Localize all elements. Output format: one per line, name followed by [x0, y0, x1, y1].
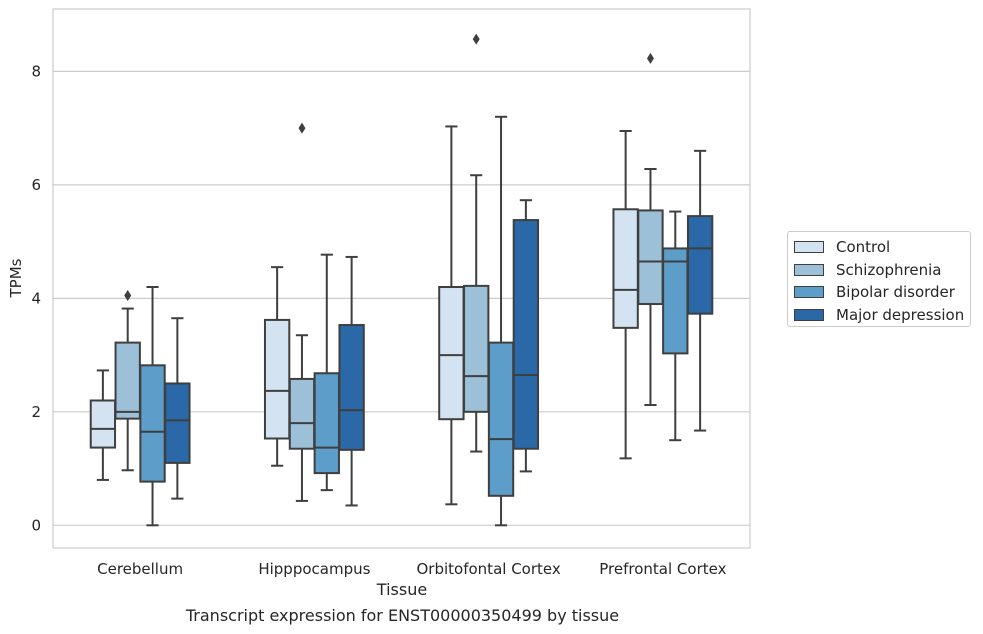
- legend-swatch-schizophrenia: [794, 263, 824, 276]
- box-body-hipppocampus-schizophrenia: [288, 377, 316, 450]
- legend-label-major-depression: Major depression: [836, 305, 965, 324]
- box-body-cerebellum-bipolar-disorder: [139, 364, 166, 483]
- box-hipppocampus-major-depression: [338, 255, 365, 507]
- plot-area-border: [52, 8, 751, 549]
- box-body-orbitofontal-cortex-schizophrenia: [463, 284, 490, 413]
- outlier-prefrontal-cortex-schizophrenia-0: [646, 52, 654, 64]
- box-series: [89, 33, 714, 527]
- y-tick-label-4: 4: [31, 289, 41, 307]
- outlier-cerebellum-schizophrenia-0: [124, 290, 132, 302]
- box-hipppocampus-schizophrenia: [288, 122, 316, 502]
- x-tick-labels: Cerebellum Hipppocampus Orbitofontal Corte…: [97, 560, 726, 578]
- legend-swatch-major-depression: [794, 308, 824, 321]
- box-prefrontal-cortex-schizophrenia: [637, 52, 664, 407]
- box-orbitofontal-cortex-schizophrenia: [463, 33, 490, 453]
- box-cerebellum-major-depression: [164, 317, 191, 500]
- box-body-cerebellum-schizophrenia: [114, 341, 141, 420]
- box-body-hipppocampus-major-depression: [338, 324, 365, 451]
- box-cerebellum-control: [89, 369, 117, 481]
- box-cerebellum-schizophrenia: [114, 290, 141, 472]
- y-tick-label-2: 2: [31, 403, 41, 421]
- box-body-orbitofontal-cortex-major-depression: [512, 219, 540, 450]
- box-orbitofontal-cortex-control: [438, 125, 465, 506]
- chart-caption: Transcript expression for ENST0000035049…: [185, 606, 620, 625]
- x-axis-label: Tissue: [376, 580, 427, 599]
- box-orbitofontal-cortex-bipolar-disorder: [487, 115, 515, 527]
- x-tick-label-cerebellum: Cerebellum: [97, 560, 183, 578]
- box-hipppocampus-bipolar-disorder: [313, 253, 340, 492]
- x-tick-label-orbitofontal-cortex: Orbitofontal Cortex: [417, 560, 561, 578]
- legend-item-major-depression: Major depression: [794, 304, 964, 327]
- legend-swatch-bipolar-disorder: [794, 286, 824, 299]
- legend-label-control: Control: [836, 238, 891, 257]
- box-prefrontal-cortex-control: [612, 129, 639, 460]
- x-tick-label-prefrontal-cortex: Prefrontal Cortex: [599, 560, 726, 578]
- box-body-hipppocampus-bipolar-disorder: [313, 372, 340, 475]
- box-body-orbitofontal-cortex-control: [438, 286, 465, 421]
- box-cerebellum-bipolar-disorder: [139, 286, 166, 527]
- outlier-orbitofontal-cortex-schizophrenia-0: [472, 33, 480, 45]
- legend: Control Schizophrenia Bipolar disorder M…: [787, 231, 971, 327]
- y-tick-label-0: 0: [31, 516, 41, 534]
- y-tick-labels: 0 2 4 6 8: [31, 62, 41, 534]
- box-body-prefrontal-cortex-major-depression: [686, 215, 714, 315]
- y-tick-label-8: 8: [31, 62, 41, 80]
- box-prefrontal-cortex-major-depression: [686, 149, 714, 432]
- legend-item-control: Control: [794, 236, 964, 259]
- box-orbitofontal-cortex-major-depression: [512, 199, 540, 473]
- box-body-cerebellum-control: [89, 399, 117, 449]
- box-body-prefrontal-cortex-bipolar-disorder: [662, 247, 689, 355]
- x-tick-label-hipppocampus: Hipppocampus: [258, 560, 370, 578]
- outlier-hipppocampus-schizophrenia-0: [298, 122, 306, 134]
- box-body-orbitofontal-cortex-bipolar-disorder: [487, 341, 515, 497]
- legend-item-schizophrenia: Schizophrenia: [794, 259, 964, 282]
- y-axis-label: TPMs: [7, 258, 25, 298]
- box-body-prefrontal-cortex-schizophrenia: [637, 209, 664, 306]
- box-body-hipppocampus-control: [263, 318, 291, 440]
- legend-item-bipolar-disorder: Bipolar disorder: [794, 281, 964, 304]
- box-prefrontal-cortex-bipolar-disorder: [662, 210, 689, 442]
- box-body-cerebellum-major-depression: [164, 382, 191, 464]
- box-hipppocampus-control: [263, 266, 291, 467]
- legend-swatch-control: [794, 241, 824, 254]
- legend-label-schizophrenia: Schizophrenia: [836, 260, 942, 279]
- box-body-prefrontal-cortex-control: [612, 208, 639, 329]
- y-tick-label-6: 6: [31, 176, 41, 194]
- legend-label-bipolar-disorder: Bipolar disorder: [836, 283, 955, 302]
